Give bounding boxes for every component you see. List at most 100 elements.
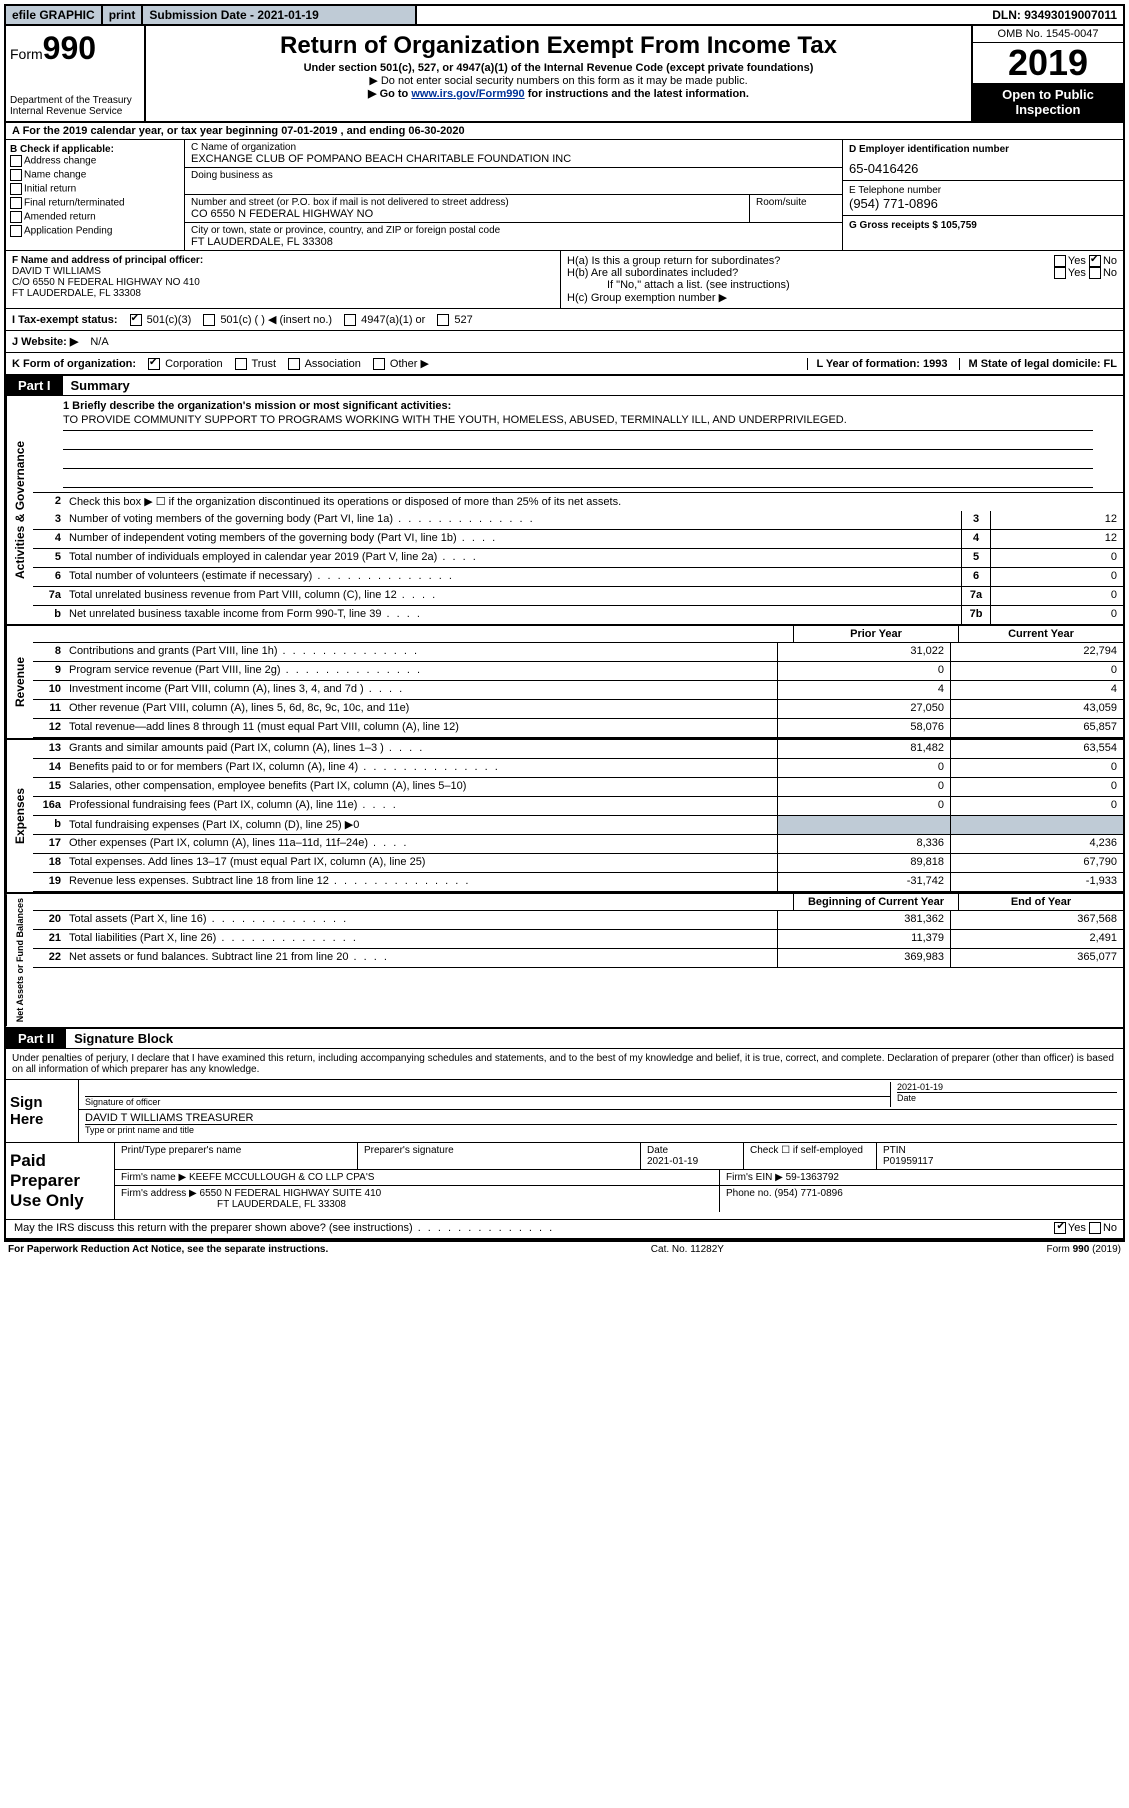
i-501c3[interactable]: 501(c)(3) [130,314,192,326]
chk-final[interactable]: Final return/terminated [10,197,180,209]
header-left: Form990 Department of the Treasury Inter… [6,26,146,121]
paid-row2: Firm's name ▶ KEEFE MCCULLOUGH & CO LLP … [115,1170,1123,1186]
k-label: K Form of organization: [12,358,136,370]
l20c: 367,568 [950,911,1123,929]
irs-link[interactable]: www.irs.gov/Form990 [411,88,524,100]
line12: 12Total revenue—add lines 8 through 11 (… [33,719,1123,738]
l16bp-shaded [777,816,950,834]
l18n: 18 [33,854,65,872]
chk-name[interactable]: Name change [10,169,180,181]
l16al: Professional fundraising fees (Part IX, … [65,797,777,815]
gov-body: 1 Briefly describe the organization's mi… [33,396,1123,624]
l11c: 43,059 [950,700,1123,718]
l17n: 17 [33,835,65,853]
l16ap: 0 [777,797,950,815]
527-label: 527 [454,314,472,326]
submission-date-label: Submission Date - 2021-01-19 [143,6,417,24]
header-row: Form990 Department of the Treasury Inter… [6,26,1123,123]
i-501c[interactable]: 501(c) ( ) ◀ (insert no.) [203,313,332,326]
l16bn: b [33,816,65,834]
i-label: I Tax-exempt status: [12,314,118,326]
l18c: 67,790 [950,854,1123,872]
sig-name-row: DAVID T WILLIAMS TREASURER Type or print… [79,1110,1123,1138]
501c3-label: 501(c)(3) [147,314,192,326]
chk-amended[interactable]: Amended return [10,211,180,223]
room-label: Room/suite [750,195,842,222]
curr-year-hdr: Current Year [958,626,1123,642]
net-section: Net Assets or Fund Balances Beginning of… [6,894,1123,1028]
ha-yesno: Yes No [1054,255,1117,267]
chk-pending[interactable]: Application Pending [10,225,180,237]
line3-label: Number of voting members of the governin… [65,511,961,529]
l8p: 31,022 [777,643,950,661]
l20l: Total assets (Part X, line 16) [65,911,777,929]
phone-label: E Telephone number [849,185,1117,196]
form-container: efile GRAPHIC print Submission Date - 20… [4,4,1125,1242]
line6-num: 6 [33,568,65,586]
paid-print-name: Print/Type preparer's name [115,1143,358,1169]
hb-note: If "No," attach a list. (see instruction… [567,279,1117,291]
line2-label: Check this box ▶ ☐ if the organization d… [65,493,1123,511]
net-hdr-blank [33,894,793,910]
print-button[interactable]: print [103,6,144,24]
k-corp[interactable]: Corporation [148,358,223,370]
form-990-number: 990 [43,30,96,66]
k-assoc[interactable]: Association [288,358,361,370]
paid-date: Date2021-01-19 [641,1143,744,1169]
line9: 9Program service revenue (Part VIII, lin… [33,662,1123,681]
sig-type-label: Type or print name and title [85,1124,1117,1135]
paid-prep-sig: Preparer's signature [358,1143,641,1169]
l14p: 0 [777,759,950,777]
hc-label: H(c) Group exemption number ▶ [567,291,1117,304]
k-other[interactable]: Other ▶ [373,357,429,370]
chk-initial-label: Initial return [24,184,76,195]
yes-label2: Yes [1068,267,1086,279]
ein-cell: D Employer identification number 65-0416… [843,140,1123,181]
f-label: F Name and address of principal officer: [12,255,554,266]
hb-label: H(b) Are all subordinates included? [567,267,738,279]
gross-receipts: G Gross receipts $ 105,759 [849,220,977,231]
other-label: Other ▶ [390,358,429,370]
gov-vtab: Activities & Governance [6,396,33,624]
net-col-hdr: Beginning of Current Year End of Year [33,894,1123,911]
sign-here-row: Sign Here Signature of officer 2021-01-1… [6,1079,1123,1142]
open-public-badge: Open to Public Inspection [973,83,1123,121]
hb-yesno: Yes No [1054,267,1117,279]
paid-firm-addr: Firm's address ▶ 6550 N FEDERAL HIGHWAY … [115,1186,720,1212]
l20n: 20 [33,911,65,929]
i-527[interactable]: 527 [437,314,472,326]
line16b: bTotal fundraising expenses (Part IX, co… [33,816,1123,835]
paid-phone: Phone no. (954) 771-0896 [720,1186,1123,1212]
line5-val: 0 [990,549,1123,567]
l18l: Total expenses. Add lines 13–17 (must eq… [65,854,777,872]
l17p: 8,336 [777,835,950,853]
row-fh: F Name and address of principal officer:… [6,251,1123,309]
l11n: 11 [33,700,65,718]
city-label: City or town, state or province, country… [191,225,836,236]
l12c: 65,857 [950,719,1123,737]
l15c: 0 [950,778,1123,796]
omb-number: OMB No. 1545-0047 [973,26,1123,43]
irs-label: Internal Revenue Service [10,106,140,117]
chk-address[interactable]: Address change [10,155,180,167]
line7b-label: Net unrelated business taxable income fr… [65,606,961,624]
k-trust[interactable]: Trust [235,358,277,370]
chk-initial[interactable]: Initial return [10,183,180,195]
sig-officer-row: Signature of officer 2021-01-19 Date [79,1080,1123,1110]
line7a-num: 7a [33,587,65,605]
l22l: Net assets or fund balances. Subtract li… [65,949,777,967]
open2: Inspection [975,102,1121,117]
paid-check: Check ☐ if self-employed [744,1143,877,1169]
discuss-yesno: Yes No [951,1220,1123,1238]
part1-header: Part I Summary [6,376,1123,396]
dept-label: Department of the Treasury [10,95,140,106]
discuss-no: No [1103,1222,1117,1234]
row-a-tax-year: A For the 2019 calendar year, or tax yea… [6,123,1123,140]
l19c: -1,933 [950,873,1123,891]
l8n: 8 [33,643,65,661]
sign-here-label: Sign Here [6,1080,79,1142]
l9l: Program service revenue (Part VIII, line… [65,662,777,680]
mission-blank2 [63,450,1093,469]
i-4947[interactable]: 4947(a)(1) or [344,314,425,326]
prior-year-hdr: Prior Year [793,626,958,642]
